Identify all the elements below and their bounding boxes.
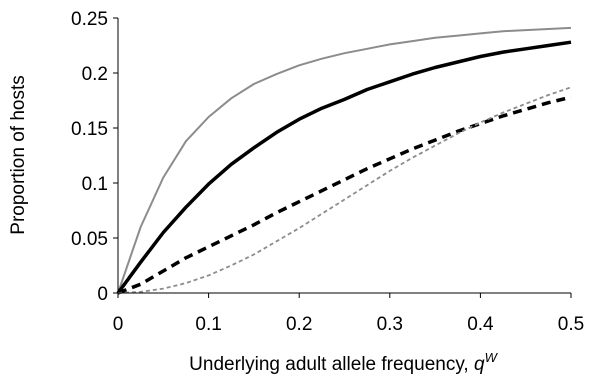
y-tick-label: 0.15 (71, 119, 108, 140)
y-axis-title: Proportion of hosts (8, 75, 29, 234)
y-tick-label: 0.2 (82, 64, 108, 85)
plot-area (116, 26, 572, 295)
y-tick-label: 0.25 (71, 9, 108, 30)
x-tick-label: 0.1 (195, 314, 221, 335)
x-axis-title-sup: W (485, 350, 499, 365)
series-line-gray-dotted (117, 86, 572, 294)
x-axis-title-text: Underlying adult allele frequency, (189, 354, 474, 375)
x-tick-label: 0.5 (558, 314, 584, 335)
series-line-gray-solid (117, 26, 572, 294)
y-tick-label: 0.1 (82, 174, 108, 195)
y-axis: 0 0.05 0.1 0.15 0.2 0.25 (71, 9, 119, 305)
x-tick-label: 0 (113, 314, 124, 335)
x-axis-title-var: q (474, 354, 485, 375)
x-tick-label: 0.4 (467, 314, 494, 335)
x-axis: 0 0.1 0.2 0.3 0.4 0.5 (113, 292, 584, 335)
y-tick-label: 0 (97, 284, 108, 305)
x-tick-label: 0.2 (286, 314, 312, 335)
x-tick-label: 0.3 (377, 314, 403, 335)
y-tick-label: 0.05 (71, 229, 108, 250)
x-axis-title: Underlying adult allele frequency, qW (189, 350, 498, 375)
series-line-black-dashed-thick (117, 95, 572, 295)
series-line-black-solid-thick (116, 40, 572, 295)
